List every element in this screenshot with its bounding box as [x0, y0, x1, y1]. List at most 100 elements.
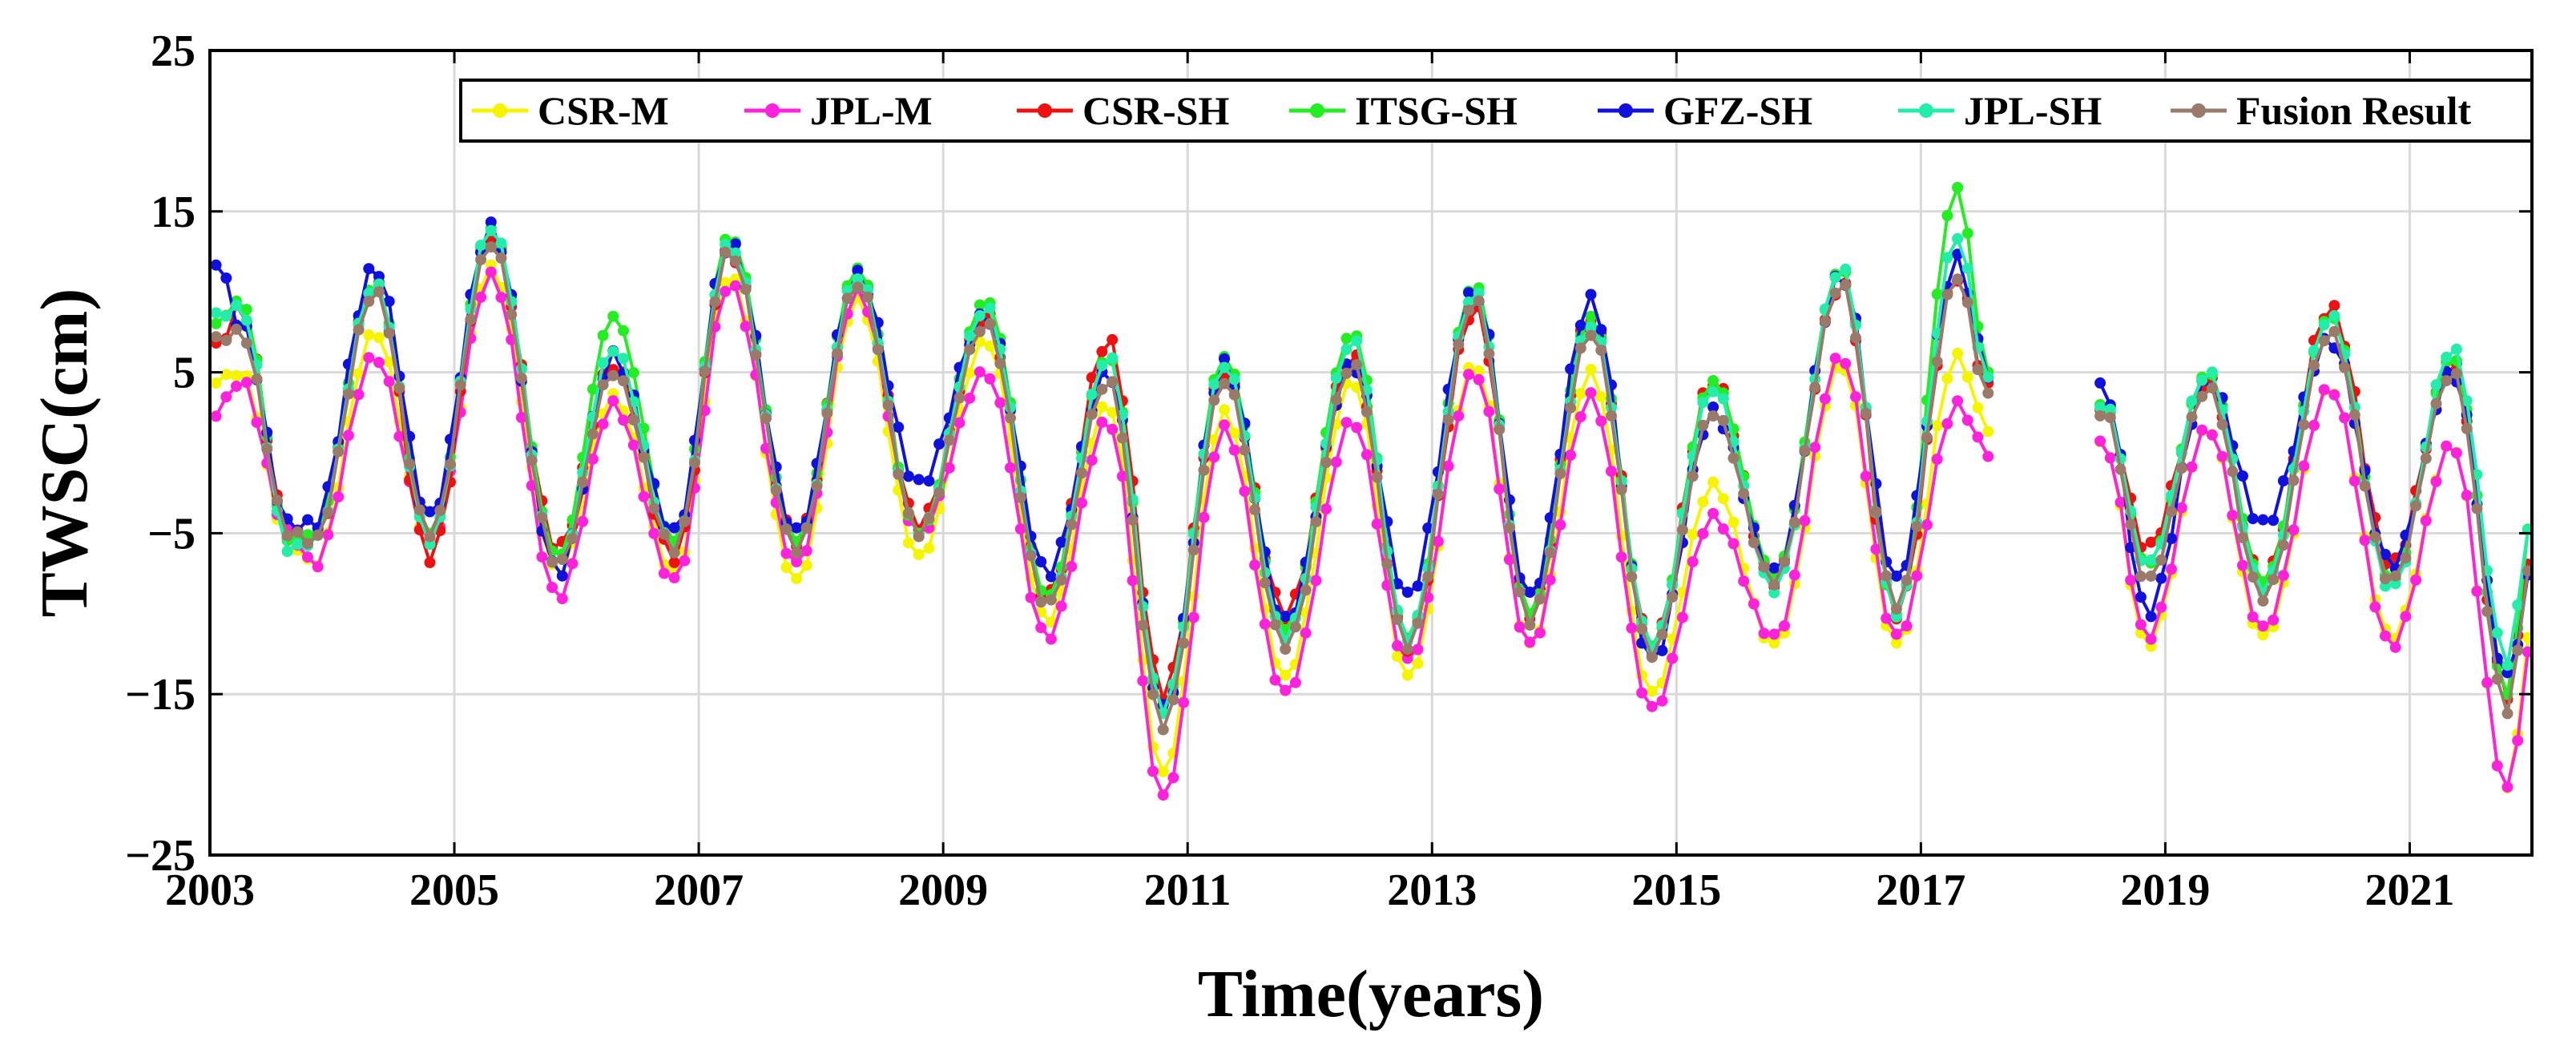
data-point [607, 345, 619, 357]
data-point [1483, 405, 1495, 418]
data-point [1035, 622, 1047, 634]
data-point [2380, 573, 2391, 585]
data-point [2430, 476, 2442, 487]
data-point [1646, 652, 1658, 664]
series-line [215, 186, 1990, 712]
data-point [1615, 484, 1627, 495]
data-point [1931, 288, 1943, 300]
data-point [1107, 352, 1119, 364]
data-point [2104, 452, 2116, 464]
data-point [1687, 556, 1699, 567]
data-point [1351, 359, 1363, 371]
data-point [811, 480, 823, 492]
data-point [2145, 554, 2157, 566]
data-point [1890, 570, 1902, 582]
data-point [1982, 426, 1994, 438]
data-point [1157, 789, 1169, 801]
data-point [353, 389, 365, 401]
data-point [1463, 287, 1474, 299]
data-point [363, 296, 375, 307]
data-point [2339, 412, 2351, 424]
data-point [2461, 422, 2473, 434]
x-tick-label: 2017 [1876, 865, 1965, 915]
y-axis-title: TWSC(cm) [27, 288, 102, 618]
data-point [2094, 377, 2106, 389]
data-point [485, 241, 497, 253]
data-point [1697, 496, 1709, 508]
legend-item: GFZ-SH [1598, 88, 1812, 133]
data-point [2216, 418, 2228, 430]
data-point [1931, 420, 1943, 432]
data-point [1422, 522, 1434, 534]
data-point [2318, 335, 2330, 347]
data-point [1340, 344, 1353, 355]
data-point [2298, 419, 2310, 430]
data-point [2135, 571, 2147, 583]
data-point [2369, 601, 2381, 613]
data-point [1585, 329, 1597, 341]
data-point [1055, 574, 1067, 586]
data-point [1707, 375, 1719, 386]
data-point [2328, 300, 2340, 312]
data-point [1615, 551, 1627, 563]
data-point [2216, 450, 2228, 462]
data-point [984, 340, 996, 352]
data-point [2114, 496, 2127, 508]
data-point [1187, 544, 1199, 556]
data-point [1005, 462, 1016, 474]
data-point [1890, 603, 1902, 615]
data-point [994, 357, 1006, 369]
data-point [2125, 575, 2137, 586]
data-point [363, 352, 375, 364]
data-point [445, 458, 456, 470]
data-point [363, 288, 375, 299]
legend-marker [1310, 103, 1324, 118]
data-point [1096, 360, 1108, 372]
data-point [893, 468, 905, 480]
series-line [215, 228, 1990, 716]
data-point [1565, 450, 1577, 461]
data-point [1911, 570, 1923, 582]
data-point [882, 399, 894, 411]
data-point [1289, 676, 1301, 688]
data-point [1829, 287, 1841, 299]
legend-item: ITSG-SH [1289, 88, 1518, 133]
data-point [607, 310, 619, 322]
data-point [913, 474, 925, 486]
legend-item: Fusion Result [2171, 88, 2471, 133]
data-point [1890, 637, 1902, 649]
data-point [2328, 389, 2340, 401]
legend-item: JPL-M [744, 88, 933, 133]
data-point [627, 414, 639, 426]
data-point [2450, 447, 2462, 459]
data-point [658, 567, 670, 579]
y-tick-label: 5 [173, 349, 196, 398]
data-point [1768, 628, 1780, 640]
data-point [1127, 514, 1139, 526]
data-point [852, 273, 864, 285]
data-point [2441, 440, 2453, 452]
data-point [832, 348, 843, 360]
data-point [1473, 295, 1485, 307]
data-point [2461, 395, 2473, 406]
data-point [2298, 460, 2310, 472]
data-point [1463, 305, 1474, 317]
data-point [1870, 543, 1882, 555]
data-point [2257, 595, 2269, 607]
data-point [333, 446, 345, 458]
data-point [2328, 325, 2340, 337]
data-point [577, 515, 589, 527]
data-point [841, 292, 853, 305]
data-point [281, 546, 293, 558]
data-point [1157, 724, 1169, 736]
data-point [1340, 367, 1353, 379]
data-point [1676, 524, 1688, 536]
data-point [1147, 688, 1159, 700]
data-point [974, 299, 986, 311]
data-point [638, 490, 650, 502]
legend-label: JPL-M [810, 88, 933, 133]
data-point [2247, 611, 2259, 623]
data-point [1881, 570, 1893, 582]
data-point [587, 428, 599, 440]
data-point [913, 530, 925, 543]
